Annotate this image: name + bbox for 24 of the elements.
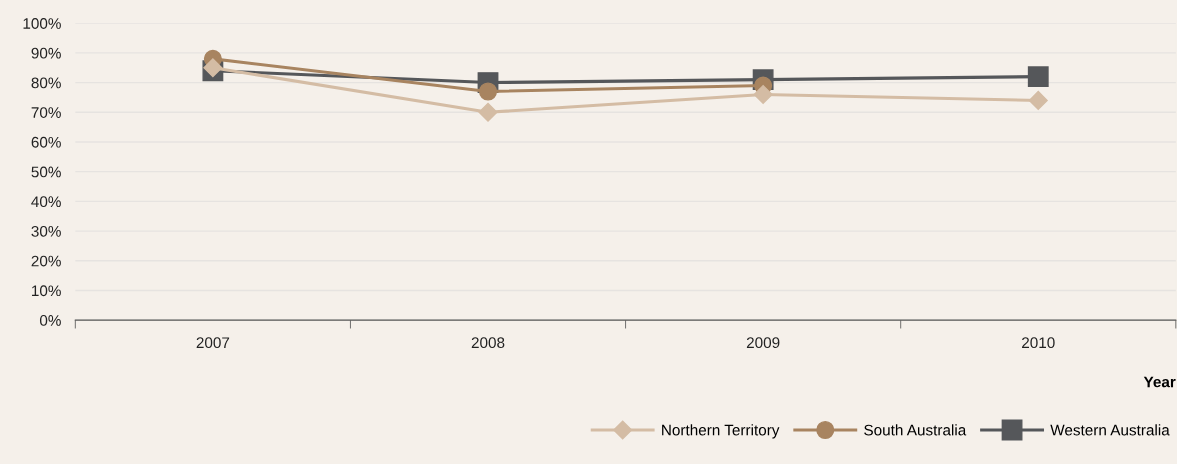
legend-label: South Australia <box>864 424 967 436</box>
y-tick-label: 100% <box>23 18 61 29</box>
y-tick-label: 20% <box>31 255 61 267</box>
x-tick-label: 2009 <box>746 337 780 349</box>
y-tick-label: 30% <box>31 225 61 237</box>
y-tick-label: 80% <box>31 77 61 89</box>
y-tick-label: 60% <box>31 136 61 148</box>
point <box>478 82 498 101</box>
y-tick-label: 40% <box>31 196 61 208</box>
y-tick-label: 70% <box>31 107 61 118</box>
x-tick-label: 2007 <box>196 337 230 349</box>
point <box>1028 90 1048 110</box>
y-tick-label: 90% <box>31 47 61 59</box>
point <box>753 84 773 105</box>
x-tick-label: 2010 <box>1022 337 1055 349</box>
legend-label: Western Australia <box>1050 424 1170 436</box>
point <box>478 102 498 122</box>
y-tick-label: 0% <box>39 315 61 326</box>
y-tick-label: 50% <box>31 166 61 178</box>
y-tick-label: 10% <box>32 285 61 297</box>
legend-label: Northern Territory <box>662 424 780 439</box>
point <box>1027 66 1049 88</box>
x-axis-title: Year <box>1143 376 1176 388</box>
x-tick-label: 2008 <box>471 337 505 349</box>
